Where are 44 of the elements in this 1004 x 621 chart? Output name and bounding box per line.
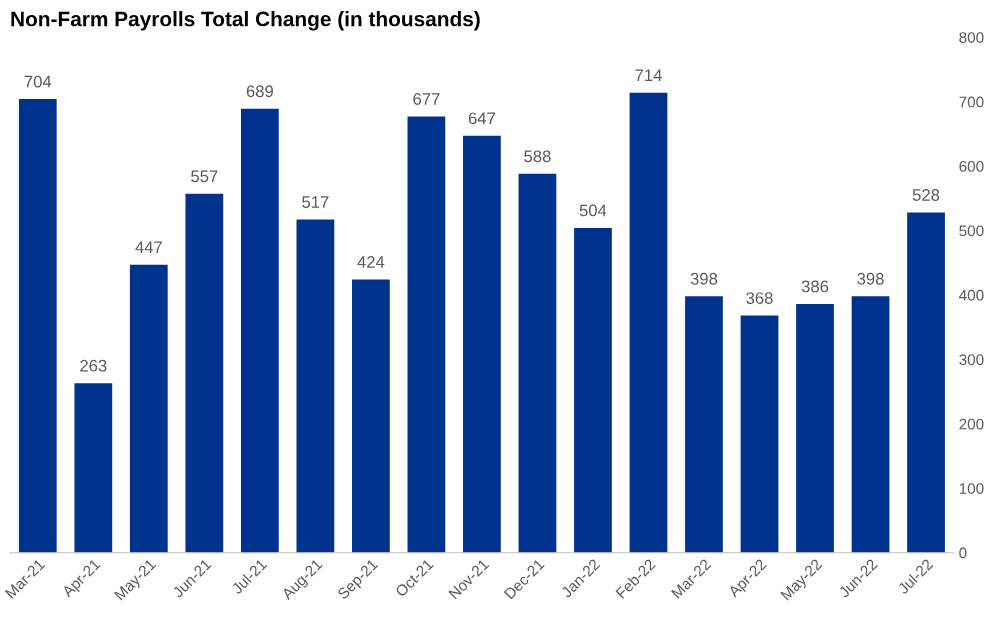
y-tick-label: 800 — [959, 32, 984, 43]
bar — [740, 315, 779, 553]
data-label: 386 — [801, 280, 829, 293]
bar — [296, 219, 335, 553]
data-label: 517 — [302, 196, 329, 208]
data-label: 447 — [135, 241, 162, 253]
data-label: 689 — [246, 85, 273, 98]
bar — [463, 135, 501, 553]
data-label: 398 — [857, 272, 884, 285]
chart-title: Non-Farm Payrolls Total Change (in thousands) — [11, 11, 480, 31]
y-tick-label: 500 — [959, 225, 984, 237]
data-label: 647 — [468, 112, 495, 125]
bar — [129, 264, 168, 553]
y-tick-label: 100 — [959, 483, 984, 494]
data-label: 398 — [690, 272, 718, 285]
bar — [574, 227, 612, 553]
data-label: 714 — [635, 69, 662, 81]
y-tick-label: 200 — [959, 418, 984, 430]
y-tick-label: 400 — [959, 289, 984, 301]
data-label: 677 — [413, 93, 440, 105]
data-label: 528 — [912, 189, 940, 201]
y-tick-label: 0 — [959, 547, 967, 559]
bar — [518, 173, 557, 553]
data-label: 557 — [191, 170, 218, 183]
data-label: 588 — [524, 150, 551, 163]
bar — [629, 92, 668, 553]
bar — [74, 383, 113, 553]
bar — [352, 279, 390, 553]
bar — [685, 296, 723, 553]
data-label: 704 — [24, 75, 52, 88]
bar — [18, 99, 57, 553]
data-label: 368 — [746, 292, 773, 304]
data-label: 424 — [357, 256, 385, 268]
bar — [185, 193, 224, 553]
bar — [907, 212, 945, 553]
bar — [407, 116, 446, 553]
bar — [851, 296, 890, 553]
y-tick-label: 600 — [959, 160, 984, 172]
y-tick-label: 700 — [959, 96, 984, 108]
y-tick-label: 300 — [959, 354, 984, 366]
data-label: 263 — [80, 359, 107, 372]
bar — [240, 108, 279, 553]
bar — [796, 304, 834, 553]
data-label: 504 — [579, 204, 607, 217]
